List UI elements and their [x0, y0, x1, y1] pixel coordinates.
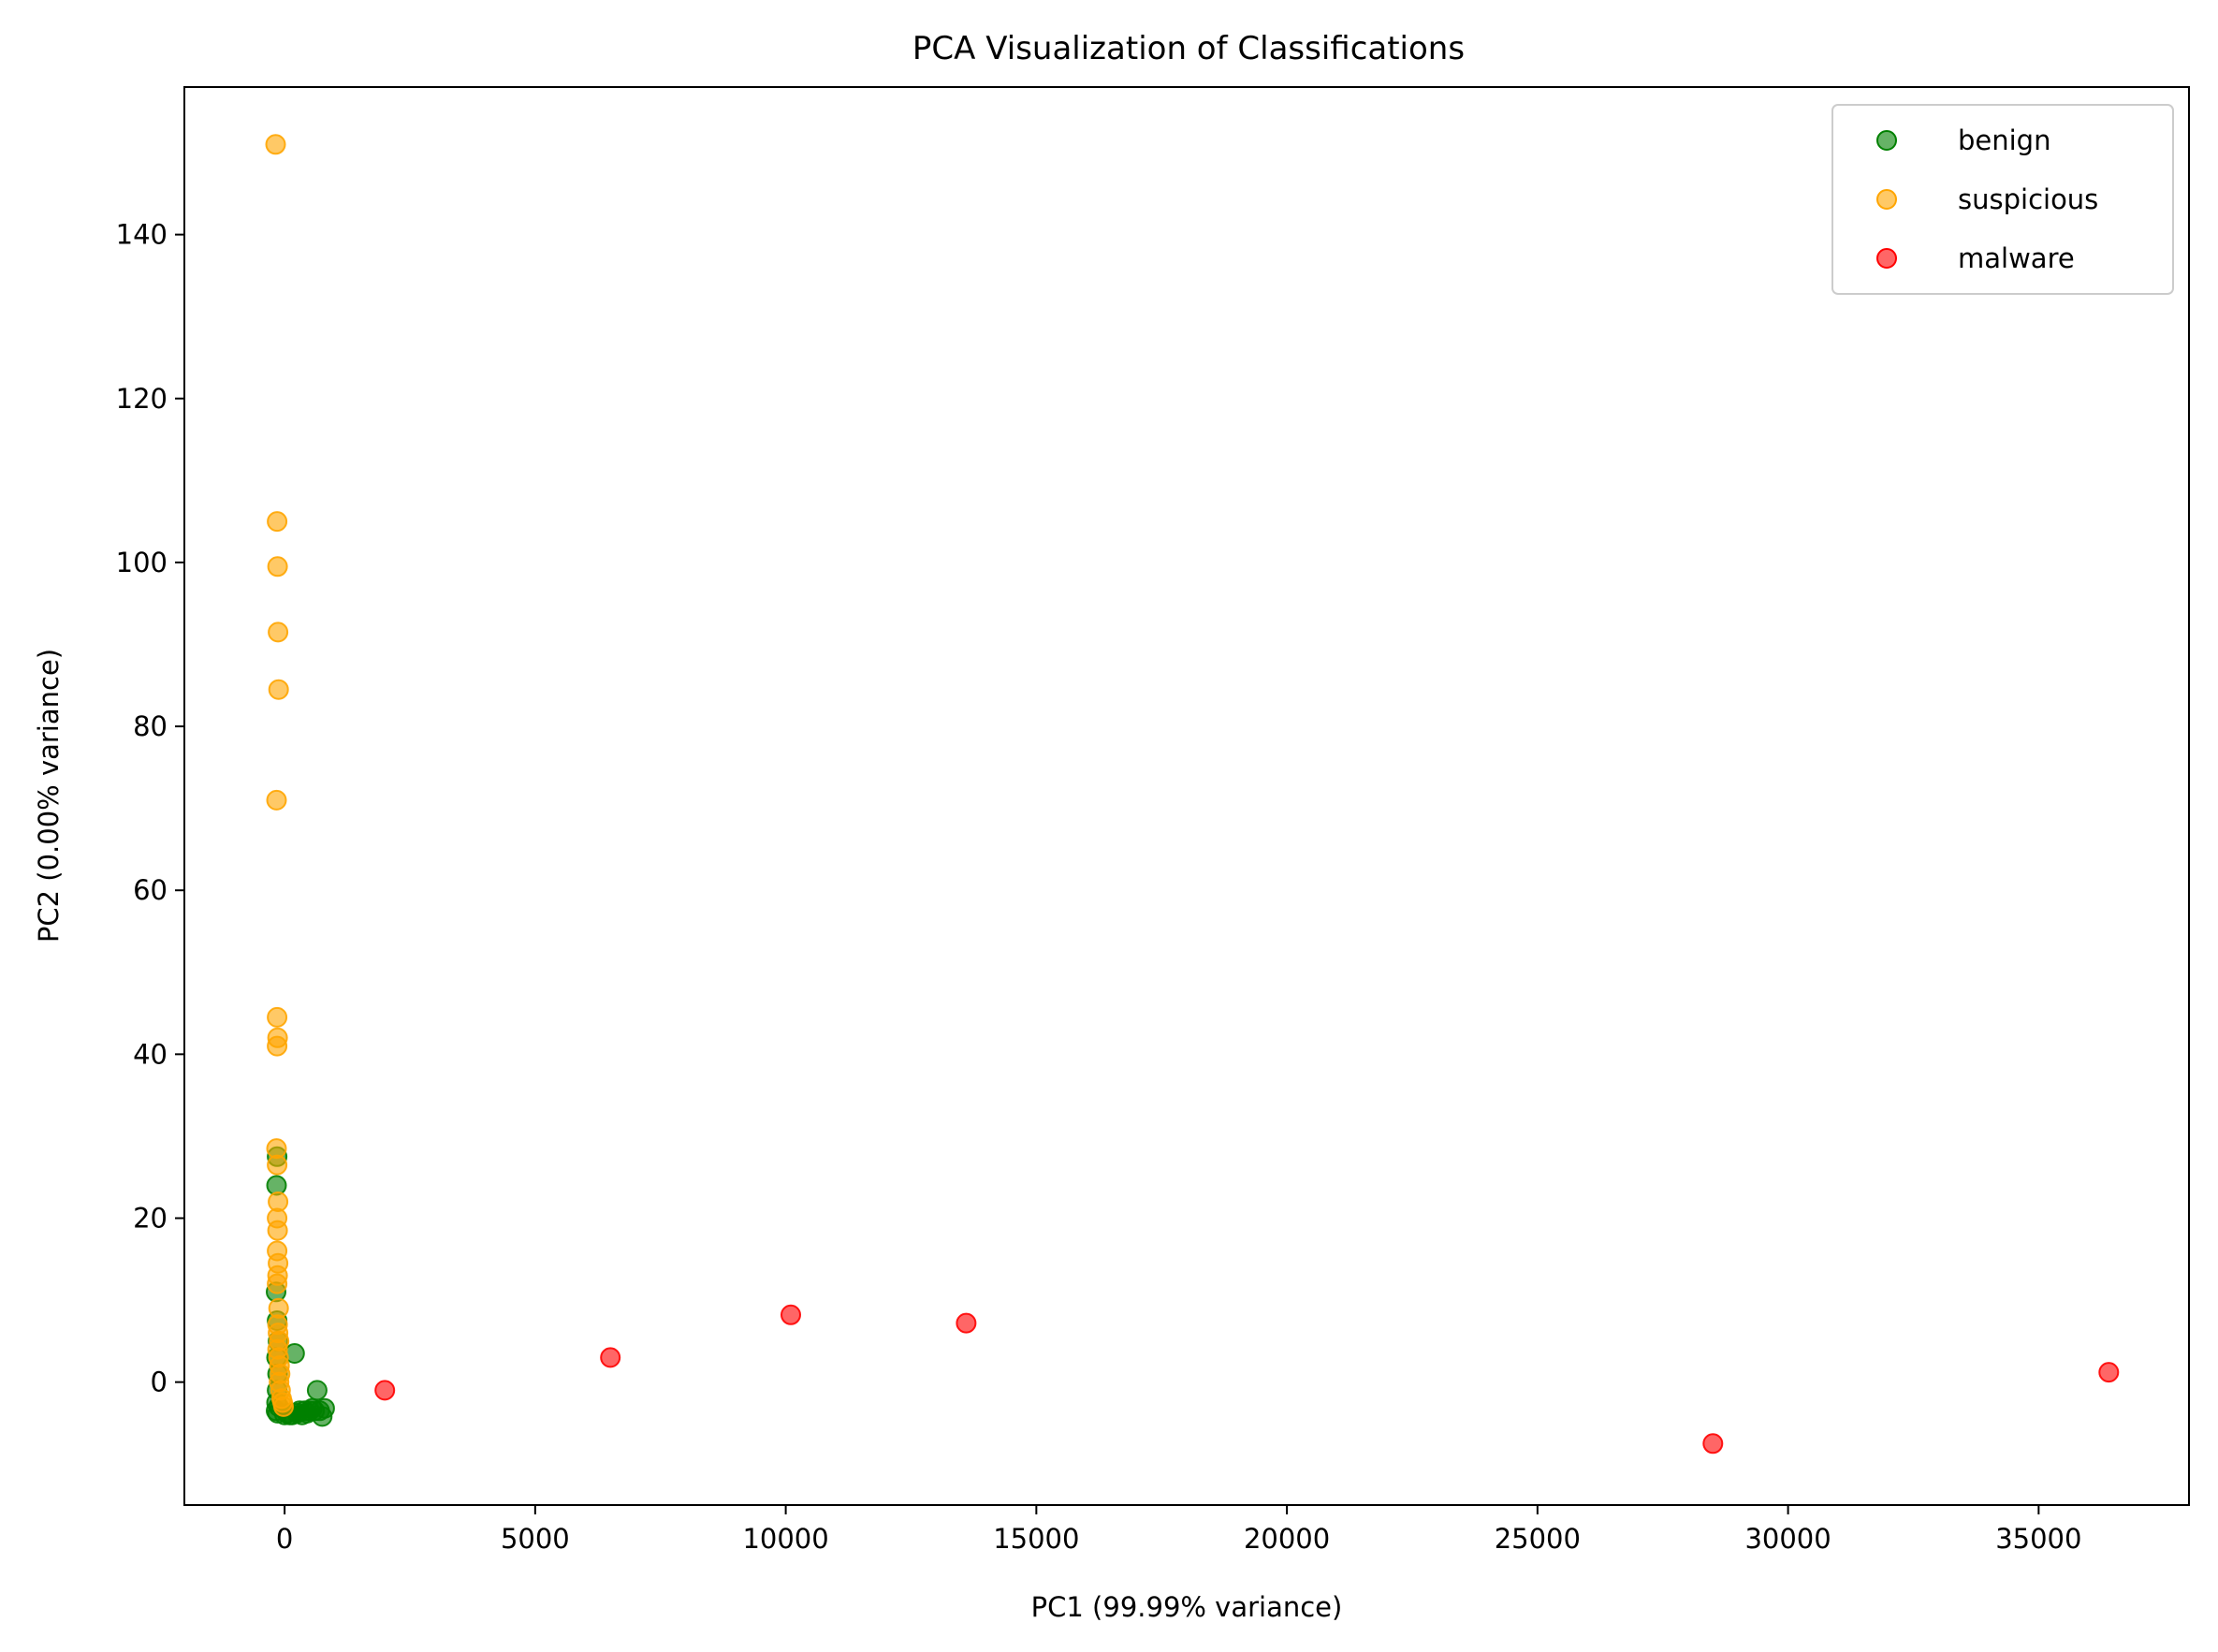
- legend-marker-malware: [1876, 248, 1897, 269]
- data-point-malware: [2098, 1362, 2120, 1383]
- y-tick-label: 0: [151, 1367, 168, 1398]
- legend: benign suspicious malware: [1831, 104, 2174, 295]
- y-axis-label: PC2 (0.00% variance): [33, 649, 65, 943]
- legend-label-malware: malware: [1958, 242, 2075, 274]
- x-tick-label: 15000: [993, 1523, 1079, 1555]
- y-tick-label: 100: [116, 547, 168, 578]
- points-layer: [265, 134, 2120, 1455]
- data-point-malware: [956, 1312, 977, 1334]
- plot-area: [184, 87, 2189, 1505]
- x-axis-ticks: 0 5000 10000 15000 20000 25000 30000 35000: [276, 1505, 2081, 1555]
- y-tick-label: 60: [133, 874, 168, 906]
- data-point-suspicious: [265, 134, 286, 155]
- data-point-malware: [374, 1380, 396, 1401]
- x-axis-label: PC1 (99.99% variance): [1031, 1591, 1343, 1623]
- data-point-malware: [781, 1304, 801, 1325]
- data-point-malware: [1702, 1433, 1724, 1455]
- x-tick-label: 35000: [1995, 1523, 2081, 1555]
- data-point-suspicious: [267, 1154, 288, 1176]
- x-tick-label: 20000: [1244, 1523, 1330, 1555]
- y-tick-label: 40: [133, 1038, 168, 1070]
- x-tick-label: 0: [276, 1523, 293, 1555]
- x-tick-label: 25000: [1495, 1523, 1581, 1555]
- x-tick-label: 10000: [742, 1523, 828, 1555]
- legend-box: [1831, 104, 2174, 295]
- data-point-benign: [314, 1397, 335, 1419]
- y-tick-label: 20: [133, 1202, 168, 1234]
- legend-label-suspicious: suspicious: [1958, 183, 2098, 215]
- data-point-suspicious: [273, 1396, 294, 1417]
- data-point-suspicious: [267, 1220, 288, 1241]
- data-point-benign: [306, 1380, 328, 1401]
- y-tick-label: 140: [116, 219, 168, 251]
- x-tick-label: 5000: [501, 1523, 570, 1555]
- y-tick-label: 120: [116, 383, 168, 415]
- data-point-suspicious: [268, 621, 289, 643]
- legend-label-benign: benign: [1958, 124, 2050, 156]
- y-tick-label: 80: [133, 710, 168, 742]
- data-point-suspicious: [267, 511, 288, 533]
- x-tick-label: 30000: [1744, 1523, 1831, 1555]
- data-point-malware: [600, 1347, 621, 1368]
- data-point-suspicious: [267, 1273, 288, 1294]
- plot-frame: [183, 86, 2190, 1506]
- data-point-suspicious: [267, 556, 288, 577]
- data-point-suspicious: [266, 789, 287, 811]
- y-axis-ticks: 0 20 40 60 80 100 120 140: [116, 219, 184, 1398]
- data-point-suspicious: [267, 1006, 288, 1028]
- legend-marker-suspicious: [1876, 189, 1897, 210]
- data-point-suspicious: [267, 1035, 288, 1057]
- legend-marker-benign: [1876, 130, 1897, 151]
- data-point-suspicious: [268, 679, 289, 700]
- chart-title: PCA Visualization of Classifications: [912, 30, 1465, 67]
